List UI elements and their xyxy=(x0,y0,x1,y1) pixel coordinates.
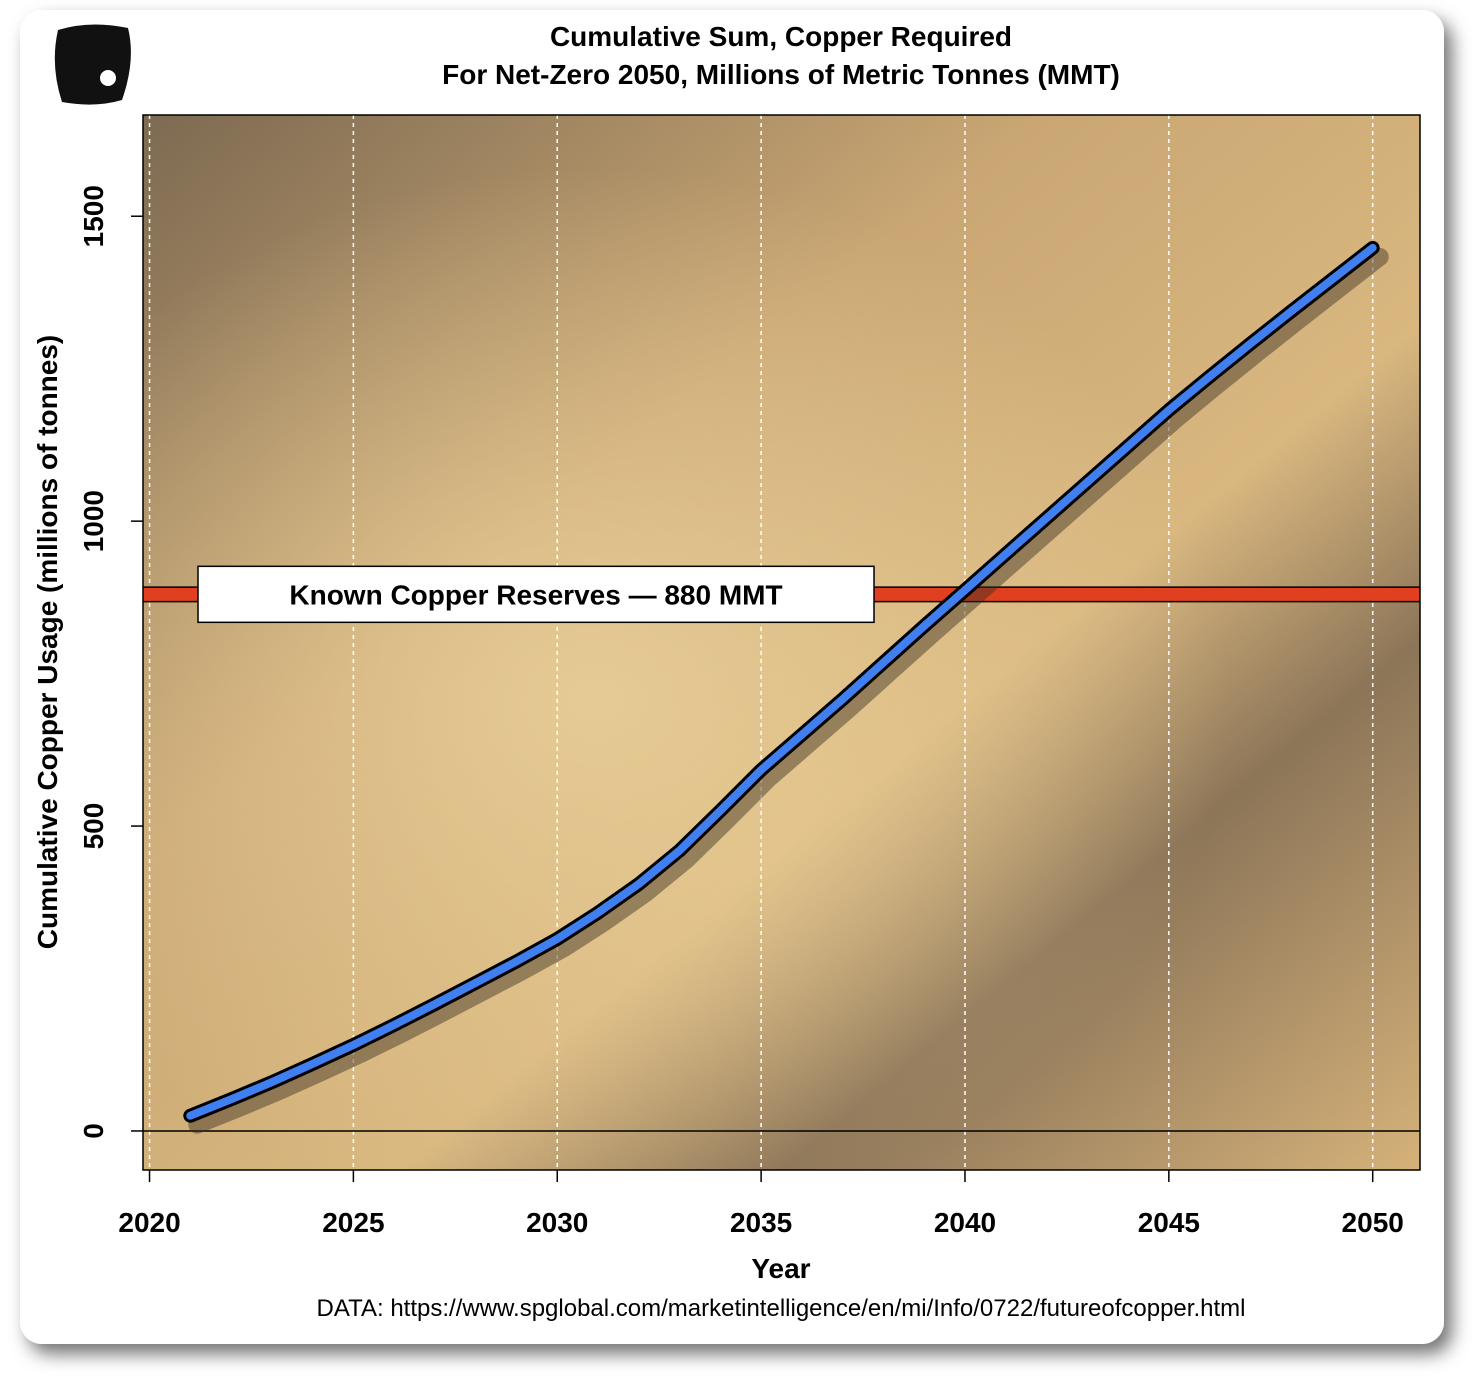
chart-title: Cumulative Sum, Copper Required xyxy=(550,21,1012,52)
source-note: DATA: https://www.spglobal.com/marketint… xyxy=(317,1295,1246,1322)
x-tick-label: 2035 xyxy=(730,1207,792,1238)
y-tick-label: 0 xyxy=(78,1123,109,1139)
line-shadow xyxy=(188,247,1389,1134)
x-tick-label: 2025 xyxy=(322,1207,384,1238)
x-tick-label: 2030 xyxy=(526,1207,588,1238)
x-tick-label: 2040 xyxy=(934,1207,996,1238)
reference-label: Known Copper Reserves — 880 MMT xyxy=(289,579,782,610)
x-tick-label: 2045 xyxy=(1138,1207,1200,1238)
y-tick-label: 1500 xyxy=(78,185,109,247)
logo xyxy=(54,24,131,105)
line xyxy=(186,243,1377,1120)
chart-subtitle: For Net-Zero 2050, Millions of Metric To… xyxy=(442,59,1120,90)
y-tick-label: 1000 xyxy=(78,490,109,552)
plot-background-glow xyxy=(143,115,1420,1170)
y-axis-label: Cumulative Copper Usage (millions of ton… xyxy=(32,335,63,950)
x-axis-label: Year xyxy=(751,1253,810,1284)
x-tick-label: 2020 xyxy=(118,1207,180,1238)
reference-label-box xyxy=(197,565,875,624)
plot-frame xyxy=(142,114,1421,1171)
y-tick-label: 500 xyxy=(78,803,109,850)
x-tick-label: 2050 xyxy=(1342,1207,1404,1238)
